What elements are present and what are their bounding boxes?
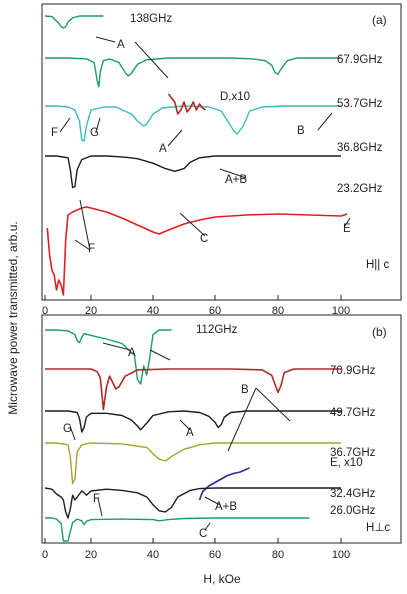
series-label-67.9GHz: 67.9GHz [337, 54, 383, 66]
tick-label: 0 [42, 305, 48, 317]
annotation-leader-line [69, 425, 76, 441]
annotation-leader-line [95, 117, 101, 133]
series-label-112GHz: 112GHz [196, 324, 238, 336]
annotation-leader-line [74, 239, 91, 251]
series-line-26.0GHz [45, 517, 310, 542]
series-label-138GHz: 138GHz [130, 13, 172, 25]
annotation-F: F [51, 127, 58, 139]
annotation-G: G [90, 127, 99, 139]
tick-label: 20 [85, 549, 97, 561]
annotation-C: C [200, 233, 208, 245]
annotation-A+B: A+B [215, 501, 237, 513]
annotation-leader-line [59, 117, 71, 133]
panel-a-frame [41, 3, 402, 301]
annotation-C: C [199, 528, 207, 540]
annotation-leader-line [149, 349, 171, 361]
tick-label: 0 [42, 549, 48, 561]
series-label-26.0GHz: 26.0GHz [330, 505, 376, 517]
annotation-leader-line [255, 387, 291, 422]
panel-b-label: (b) [372, 325, 387, 339]
series-line-70.9GHz [45, 368, 341, 411]
panel-a-orientation-label: H|| c [366, 259, 389, 271]
annotation-G: G [63, 423, 72, 435]
annotation-A: A [159, 143, 167, 155]
annotation-leader-line [179, 419, 191, 431]
series-line-23.2GHz [46, 206, 348, 296]
panel-b-xticks: 0 20 40 60 80 100 [42, 549, 350, 561]
tick-label: 100 [332, 305, 350, 317]
series-line-D-x10 [167, 93, 207, 115]
annotation-E: E [343, 223, 351, 235]
tick-label: 60 [209, 305, 221, 317]
series-line-49.7GHz [45, 410, 341, 433]
series-label-36.7GHz: 36.7GHz [330, 447, 376, 459]
tick-label: 60 [209, 549, 221, 561]
series-line-32.4GHz [44, 487, 341, 519]
panel-b-orientation-label: H⊥c [366, 522, 390, 534]
annotation-B: B [297, 125, 305, 137]
tick-label: 80 [272, 305, 284, 317]
tick-label: 40 [147, 305, 159, 317]
annotation-leader-line [79, 199, 91, 251]
annotation-leader-line [134, 41, 169, 79]
annotation-leader-line [344, 217, 351, 227]
series-line-36.7GHz [45, 442, 341, 485]
series-label-36.8GHz: 36.8GHz [337, 142, 383, 154]
series-line-67.9GHz [45, 57, 341, 88]
tick-label: 20 [85, 305, 97, 317]
panel-a-label: (a) [372, 13, 387, 27]
series-line-36.8GHz [45, 155, 341, 189]
series-label-23.2GHz: 23.2GHz [337, 183, 383, 195]
series-label-32.4GHz: 32.4GHz [330, 488, 376, 500]
tick-label: 100 [332, 549, 350, 561]
annotation-F: F [88, 243, 95, 255]
series-line-53.7GHz [45, 105, 341, 142]
series-line-138GHz [44, 15, 104, 29]
y-axis-label: Microwave power transmitted, arb.u. [6, 221, 20, 414]
series-line-112GHz [45, 329, 172, 385]
annotation-leader-line [227, 387, 257, 452]
annotation-leader-line [102, 342, 131, 351]
series-label-53.7GHz: 53.7GHz [337, 98, 383, 110]
panel-a-xticks: 0 20 40 60 80 100 [42, 305, 350, 317]
annotation-leader-line [317, 112, 333, 131]
annotation-A: A [128, 347, 136, 359]
annotation-A: A [186, 427, 194, 439]
tick-label: 80 [272, 549, 284, 561]
tick-label: 40 [147, 549, 159, 561]
annotation-leader-line [167, 129, 183, 147]
annotation-A+B: A+B [225, 174, 247, 186]
series-label-D-x10: D,x10 [220, 91, 250, 103]
annotation-leader-line [204, 522, 211, 531]
annotation-leader-line [204, 496, 221, 506]
x-axis-label: H, kOe [203, 572, 241, 586]
annotation-leader-line [95, 36, 116, 43]
series-line-E-x10 [198, 467, 251, 501]
annotation-leader-line [97, 497, 103, 517]
series-label-49.7GHz: 49.7GHz [330, 407, 376, 419]
annotation-B: B [241, 384, 249, 396]
annotation-A: A [117, 39, 125, 51]
annotation-leader-line [179, 212, 206, 237]
panel-b-frame [41, 314, 402, 544]
annotation-F: F [93, 493, 100, 505]
annotation-leader-line [219, 168, 247, 179]
series-label-E-x10: E, x10 [330, 457, 363, 469]
series-label-70.9GHz: 70.9GHz [330, 365, 376, 377]
